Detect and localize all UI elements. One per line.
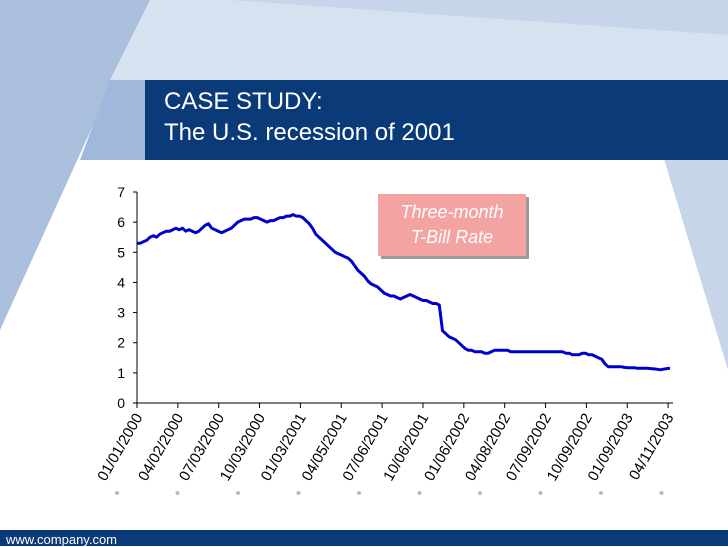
annotation-box (378, 194, 526, 256)
decor-dot (175, 491, 180, 495)
annotation-layer: Three-month T-Bill Rate (378, 194, 529, 259)
decor-dot (357, 491, 361, 495)
y-tick-label: 1 (117, 365, 125, 381)
decor-dot (478, 491, 482, 495)
annotation-text-line: T-Bill Rate (411, 227, 493, 247)
annotation-text-line: Three-month (400, 202, 503, 222)
decor-dot (599, 491, 603, 495)
series-line-tbill-rate (137, 213, 671, 372)
y-tick-label: 2 (117, 335, 125, 351)
background-shape-3 (230, 0, 728, 35)
y-tick-label: 5 (117, 244, 125, 260)
y-tick-label: 7 (117, 184, 125, 200)
background-shape-5 (80, 80, 145, 160)
slide-title-line-2: The U.S. recession of 2001 (164, 119, 455, 146)
decor-dot (659, 491, 664, 495)
footer-url: www.company.com (6, 532, 118, 547)
decor-dot (296, 491, 301, 495)
y-tick-label: 6 (117, 214, 125, 230)
y-tick-label: 0 (117, 395, 125, 411)
slide-title-line-1: CASE STUDY: (164, 88, 323, 115)
series-layer (137, 213, 671, 372)
footer-bar (0, 530, 728, 546)
decor-dot (417, 491, 422, 495)
y-tick-label: 3 (117, 305, 125, 321)
decor-dot (236, 491, 240, 495)
decor-dot (115, 491, 119, 495)
decor-dot (538, 491, 543, 495)
y-tick-label: 4 (117, 274, 125, 290)
title-bar (145, 80, 728, 160)
